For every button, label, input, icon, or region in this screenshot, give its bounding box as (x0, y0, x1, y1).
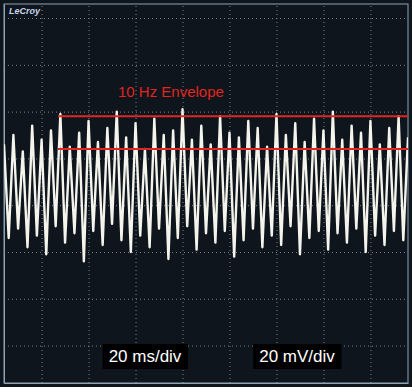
background (0, 0, 412, 387)
y-grid-line (4, 252, 408, 253)
x-tick (89, 4, 90, 383)
envelope-line (58, 115, 408, 117)
envelope-line (58, 148, 408, 150)
x-grid-line (183, 4, 184, 383)
y-tick (4, 65, 408, 66)
time-scale-label-background (103, 344, 188, 369)
x-tick (42, 4, 43, 383)
y-axis (4, 5, 408, 384)
x-grid-line (89, 4, 90, 383)
x-tick (183, 4, 184, 383)
time-scale-label-box: 20 ms/div (103, 344, 188, 369)
y-tick (4, 158, 408, 159)
envelope-label: 10 Hz Envelope (118, 83, 224, 100)
y-grid-line (4, 65, 408, 66)
x-tick (136, 4, 137, 383)
volt-scale-label-background (253, 344, 341, 369)
x-grid-line (370, 4, 371, 383)
x-grid-line (136, 4, 137, 383)
y-grid-line (4, 18, 408, 19)
trace (4, 109, 408, 261)
volt-scale-label-box: 20 mV/div (253, 344, 341, 369)
y-tick (4, 112, 408, 113)
x-tick (370, 4, 371, 383)
y-tick (4, 346, 408, 347)
y-tick (4, 299, 408, 300)
x-axis (5, 4, 409, 384)
scope-screen: LeCroy 10 Hz Envelope 20 ms/div 20 mV/div (0, 0, 412, 387)
x-grid-line (276, 4, 277, 383)
time-scale-label: 20 ms/div (109, 347, 182, 366)
plot-area (4, 109, 408, 261)
x-tick (229, 4, 230, 383)
y-grid-line (4, 158, 408, 159)
y-grid-line (4, 112, 408, 113)
x-tick (323, 4, 324, 383)
x-grid-line (42, 4, 43, 383)
volt-scale-label: 20 mV/div (259, 347, 335, 366)
x-grid-line (229, 4, 230, 383)
y-tick (4, 252, 408, 253)
y-tick (4, 18, 408, 19)
plot-frame (4, 4, 408, 383)
y-grid-line (4, 346, 408, 347)
x-grid-line (323, 4, 324, 383)
x-tick (276, 4, 277, 383)
y-grid-line (4, 299, 408, 300)
logo: LeCroy (9, 6, 41, 16)
